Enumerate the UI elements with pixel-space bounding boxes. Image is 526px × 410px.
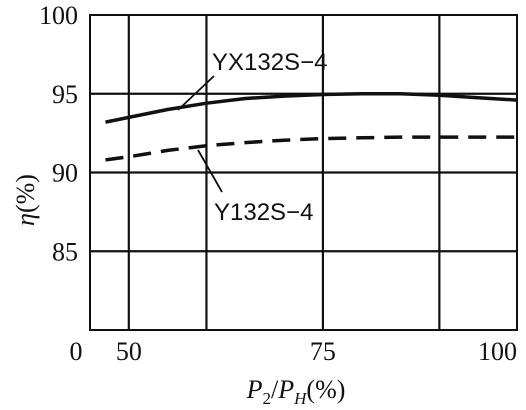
x-axis-p2: P [246, 375, 263, 404]
x-axis-sub2: 2 [263, 389, 272, 408]
series-layer [105, 92, 518, 162]
x-axis-slash: / [271, 375, 279, 404]
callout-leader-y132s4 [197, 149, 223, 193]
y-tick-label-90: 90 [52, 159, 78, 188]
callout-leader-yx132s4 [177, 75, 215, 111]
y-axis-symbol: η [11, 213, 40, 226]
y-tick-label-100: 100 [39, 1, 78, 30]
svg-text:η(%): η(%) [11, 174, 40, 226]
callout-layer [177, 75, 223, 193]
x-tick-label-75: 75 [310, 337, 336, 366]
x-tick-label-zero: 0 [70, 337, 83, 366]
x-tick-label-100: 100 [478, 337, 517, 366]
series-label-yx132s4: YX132S−4 [212, 49, 327, 76]
x-axis-unit: (%) [306, 375, 345, 404]
series-line-0 [105, 92, 518, 124]
series-line-1 [105, 135, 517, 162]
y-axis-title: η(%) [11, 174, 40, 226]
x-axis-subh: H [293, 389, 308, 408]
tick-labels: 85 90 95 100 50 75 100 0 [39, 1, 517, 366]
series-label-y132s4: Y132S−4 [214, 199, 313, 226]
x-tick-label-50: 50 [116, 337, 142, 366]
y-tick-label-95: 95 [52, 80, 78, 109]
grid-layer [89, 14, 518, 331]
y-tick-label-85: 85 [52, 237, 78, 266]
x-axis-title: P2/PH(%) [246, 375, 346, 408]
x-axis-ph: P [277, 375, 294, 404]
y-axis-unit: (%) [11, 174, 40, 213]
